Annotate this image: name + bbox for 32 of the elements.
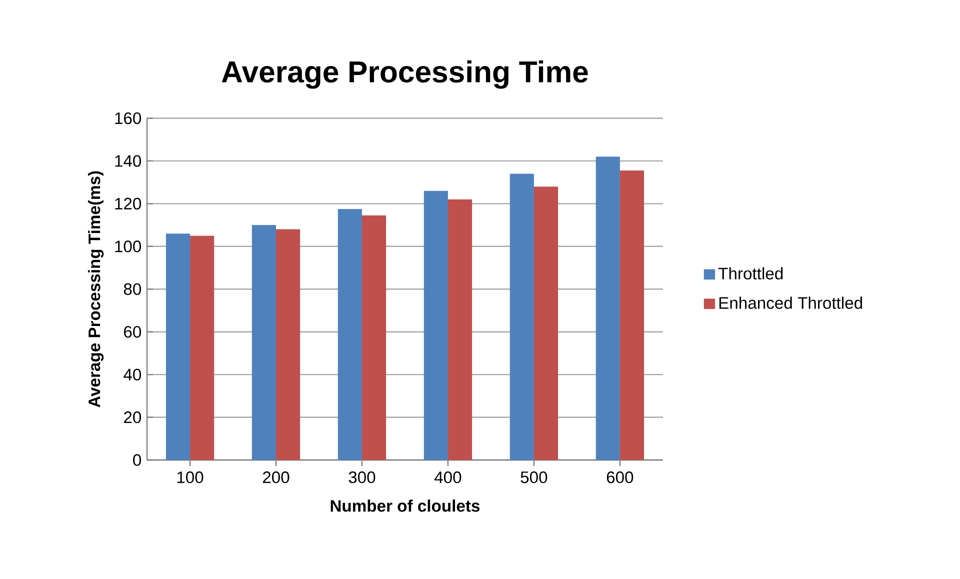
bar xyxy=(190,236,214,460)
x-tick-label: 600 xyxy=(606,471,634,484)
bar xyxy=(620,170,644,460)
bar xyxy=(596,156,620,460)
x-axis-title: Number of cloulets xyxy=(330,500,480,512)
y-tick-label: 20 xyxy=(124,411,142,424)
y-tick-label: 120 xyxy=(115,198,142,210)
y-tick-label: 40 xyxy=(124,368,142,380)
y-tick-label: 140 xyxy=(115,155,142,167)
bar xyxy=(510,174,534,460)
y-tick-label: 80 xyxy=(124,283,142,295)
x-tick-label: 300 xyxy=(348,471,376,484)
y-tick-label: 0 xyxy=(133,454,142,466)
x-tick-label: 500 xyxy=(520,471,548,484)
bar xyxy=(362,215,386,460)
x-tick-label: 200 xyxy=(262,471,290,484)
bar xyxy=(424,190,448,460)
bar xyxy=(338,208,362,460)
x-tick-label: 400 xyxy=(434,471,462,484)
x-tick-label: 100 xyxy=(177,471,204,484)
bar xyxy=(448,199,472,460)
y-tick-label: 60 xyxy=(124,326,142,338)
y-tick-label: 100 xyxy=(115,240,142,252)
bar xyxy=(276,229,300,460)
y-tick-label: 160 xyxy=(115,112,142,124)
chart-title: Average Processing Time xyxy=(222,60,588,89)
bar xyxy=(166,234,190,460)
bar xyxy=(534,186,558,460)
y-axis-title: Average Processing Time(ms) xyxy=(88,171,104,408)
legend-label: Throttled xyxy=(718,267,783,280)
bar xyxy=(252,224,276,460)
legend-label: Enhanced Throttled xyxy=(719,296,862,309)
